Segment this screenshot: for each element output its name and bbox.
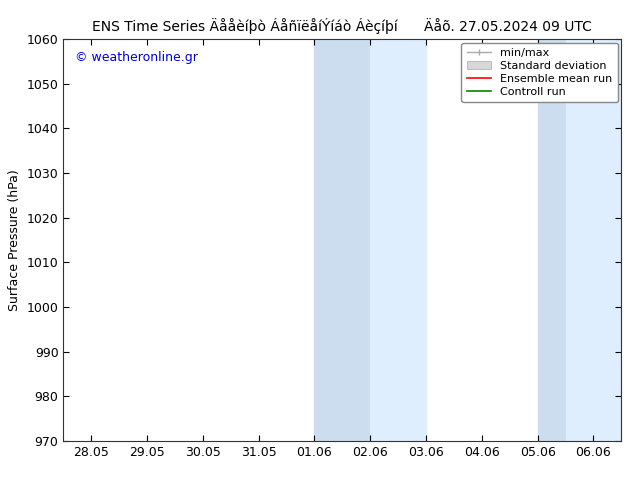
Title: ENS Time Series Äååèíþò ÁåñïëåíÝíáò Áèçíþí      Äåõ. 27.05.2024 09 UTC: ENS Time Series Äååèíþò ÁåñïëåíÝíáò Áèçí… xyxy=(93,18,592,34)
Legend: min/max, Standard deviation, Ensemble mean run, Controll run: min/max, Standard deviation, Ensemble me… xyxy=(462,43,618,102)
Bar xyxy=(566,39,621,441)
Y-axis label: Surface Pressure (hPa): Surface Pressure (hPa) xyxy=(8,169,21,311)
Bar xyxy=(538,39,566,441)
Text: © weatheronline.gr: © weatheronline.gr xyxy=(75,51,197,64)
Bar xyxy=(314,39,370,441)
Bar xyxy=(370,39,426,441)
